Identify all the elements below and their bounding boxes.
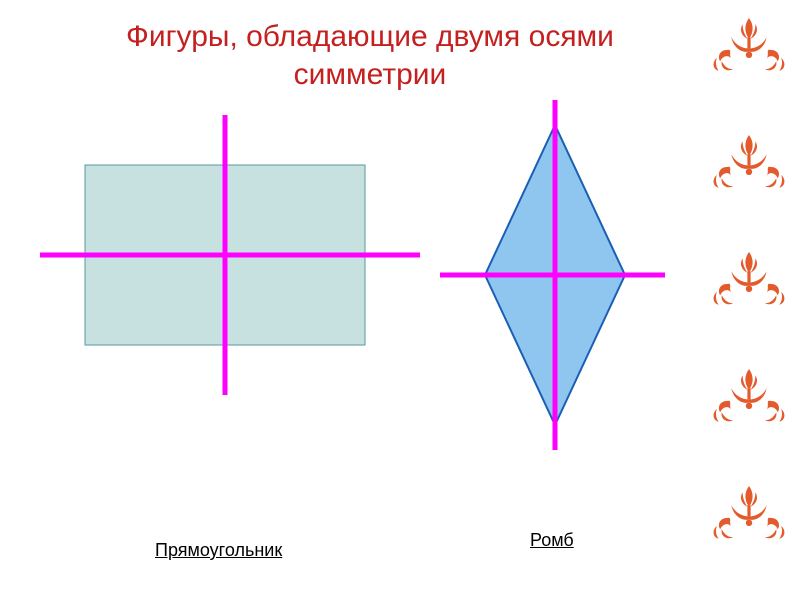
rhombus-label: Ромб xyxy=(530,530,574,551)
ornament-item xyxy=(708,244,790,321)
diagram-svg xyxy=(0,100,800,520)
title-line-1: Фигуры, обладающие двумя осями xyxy=(126,20,614,53)
title-line-2: симметрии xyxy=(294,58,447,91)
ornament-item xyxy=(708,127,790,204)
ornament-column xyxy=(708,10,790,555)
ornament-icon xyxy=(708,478,790,550)
ornament-icon xyxy=(708,10,790,82)
ornament-item xyxy=(708,361,790,438)
ornament-icon xyxy=(708,127,790,199)
ornament-icon xyxy=(708,244,790,316)
ornament-item xyxy=(708,478,790,555)
ornament-icon xyxy=(708,361,790,433)
rectangle-label: Прямоугольник xyxy=(155,540,282,561)
ornament-item xyxy=(708,10,790,87)
diagram-area xyxy=(0,100,800,520)
page-title: Фигуры, обладающие двумя осями симметрии xyxy=(40,18,700,93)
